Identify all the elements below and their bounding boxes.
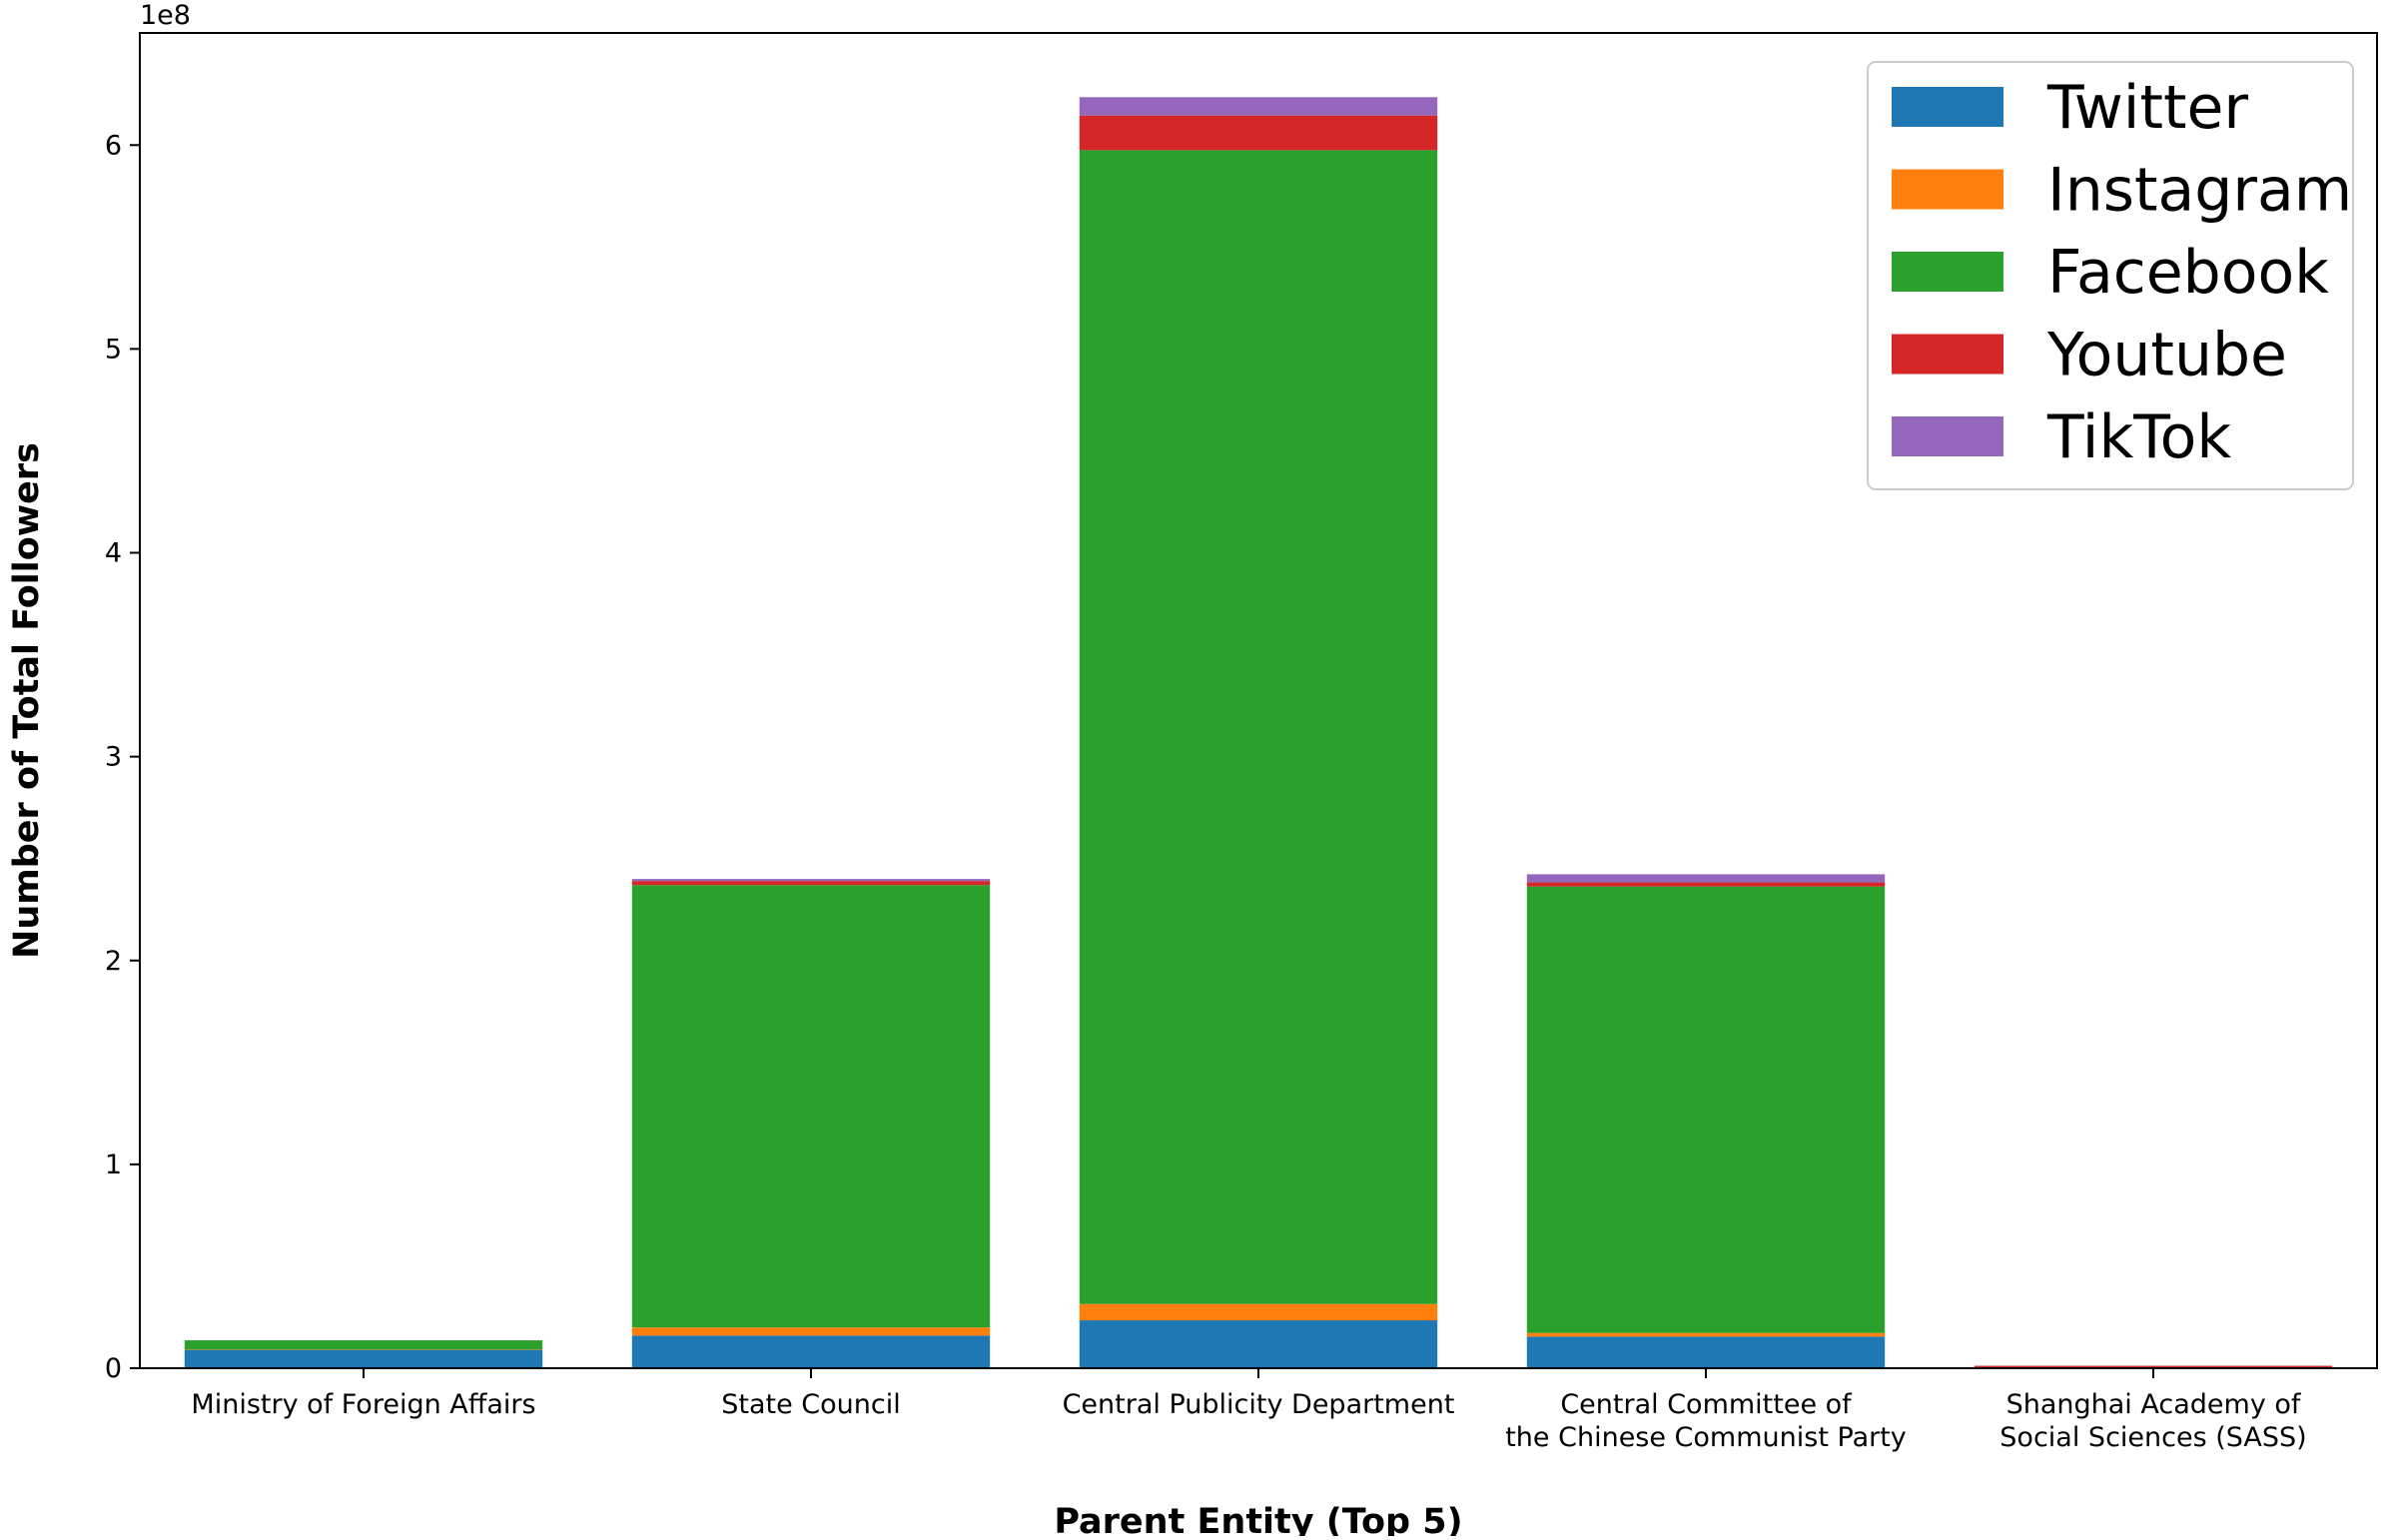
bar-youtube-state-council xyxy=(631,881,991,886)
x-tick-label-central-committee-of-the-chinese-communist-party: Central Committee of the Chinese Communis… xyxy=(1505,1389,1907,1453)
bar-twitter-state-council xyxy=(631,1335,991,1368)
bar-tiktok-central-publicity-department xyxy=(1079,97,1438,116)
bar-instagram-central-publicity-department xyxy=(1079,1303,1438,1321)
bar-twitter-central-committee-of-the-chinese-communist-party xyxy=(1526,1336,1886,1368)
legend-swatch-youtube xyxy=(1892,334,2003,375)
bars-layer xyxy=(184,97,2333,1368)
y-tick-label: 5 xyxy=(105,334,122,365)
y-tick-label: 3 xyxy=(105,742,122,773)
x-tick-label-ministry-of-foreign-affairs: Ministry of Foreign Affairs xyxy=(191,1389,535,1420)
bar-facebook-state-council xyxy=(631,885,991,1328)
y-tick-label: 1 xyxy=(105,1150,122,1180)
legend-swatch-instagram xyxy=(1892,169,2003,210)
y-tick-label: 6 xyxy=(105,130,122,161)
legend: Twitter Instagram Facebook Youtube TikTok xyxy=(1867,61,2354,490)
bar-tiktok-central-committee-of-the-chinese-communist-party xyxy=(1526,874,1886,883)
legend-box xyxy=(1867,61,2354,490)
x-tick-label-central-publicity-department: Central Publicity Department xyxy=(1063,1389,1455,1420)
legend-label-twitter: Twitter xyxy=(2046,73,2248,143)
bar-facebook-central-committee-of-the-chinese-communist-party xyxy=(1526,886,1886,1333)
axes-layer: 0 1 2 3 4 5 6 1e8 Ministry of Foreign Affairs Sta… xyxy=(7,0,2378,1540)
x-tick-label-state-council: State Council xyxy=(721,1389,901,1420)
legend-label-facebook: Facebook xyxy=(2047,238,2329,308)
legend-swatch-facebook xyxy=(1892,252,2003,292)
bar-twitter-ministry-of-foreign-affairs xyxy=(184,1349,543,1368)
y-tick-label: 0 xyxy=(105,1353,122,1384)
bar-youtube-central-publicity-department xyxy=(1079,115,1438,151)
y-tick-label: 4 xyxy=(105,538,122,569)
legend-label-tiktok: TikTok xyxy=(2046,402,2231,472)
x-tick-label-shanghai-academy-of-social-sciences-sass: Shanghai Academy of Social Sciences (SASS… xyxy=(1999,1389,2306,1453)
y-axis-title: Number of Total Followers xyxy=(7,442,47,959)
bar-instagram-state-council xyxy=(631,1327,991,1336)
legend-swatch-twitter xyxy=(1892,87,2003,127)
y-tick-label: 2 xyxy=(105,946,122,977)
bar-youtube-central-committee-of-the-chinese-communist-party xyxy=(1526,882,1886,887)
bar-instagram-central-committee-of-the-chinese-communist-party xyxy=(1526,1332,1886,1337)
y-offset-label: 1e8 xyxy=(140,0,191,31)
legend-swatch-tiktok xyxy=(1892,416,2003,456)
bar-youtube-shanghai-academy-of-social-sciences-sass xyxy=(1974,1365,2333,1368)
x-axis-title: Parent Entity (Top 5) xyxy=(1054,1502,1462,1536)
legend-label-youtube: Youtube xyxy=(2046,321,2287,390)
bar-tiktok-state-council xyxy=(631,879,991,882)
bar-facebook-central-publicity-department xyxy=(1079,150,1438,1304)
legend-label-instagram: Instagram xyxy=(2047,156,2352,226)
bar-facebook-ministry-of-foreign-affairs xyxy=(184,1340,543,1350)
bar-twitter-central-publicity-department xyxy=(1079,1320,1438,1368)
